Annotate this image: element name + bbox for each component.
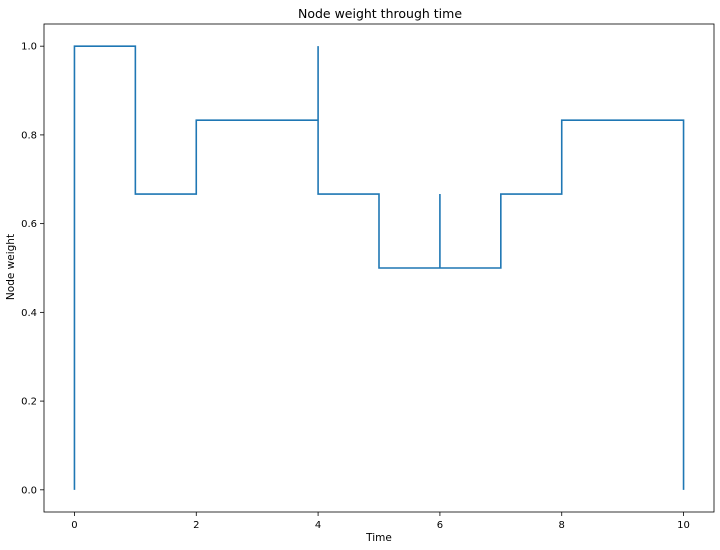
x-tick-label: 4 (315, 520, 321, 531)
y-tick-label: 0.4 (21, 308, 37, 319)
y-tick-label: 0.6 (21, 219, 37, 230)
chart-title: Node weight through time (298, 6, 462, 21)
x-tick-label: 8 (559, 520, 565, 531)
x-tick-label: 10 (677, 520, 690, 531)
x-tick-label: 0 (71, 520, 77, 531)
y-tick-label: 0.8 (21, 130, 37, 141)
y-axis-label: Node weight (5, 234, 17, 300)
y-tick-label: 0.2 (21, 397, 37, 408)
series-line-0 (73, 45, 685, 490)
x-tick-label: 2 (193, 520, 199, 531)
x-tick-label: 6 (437, 520, 443, 531)
plot-frame (43, 23, 715, 513)
y-tick-label: 0.0 (21, 485, 37, 496)
y-tick-label: 1.0 (21, 42, 37, 53)
x-axis-label: Time (365, 532, 392, 544)
